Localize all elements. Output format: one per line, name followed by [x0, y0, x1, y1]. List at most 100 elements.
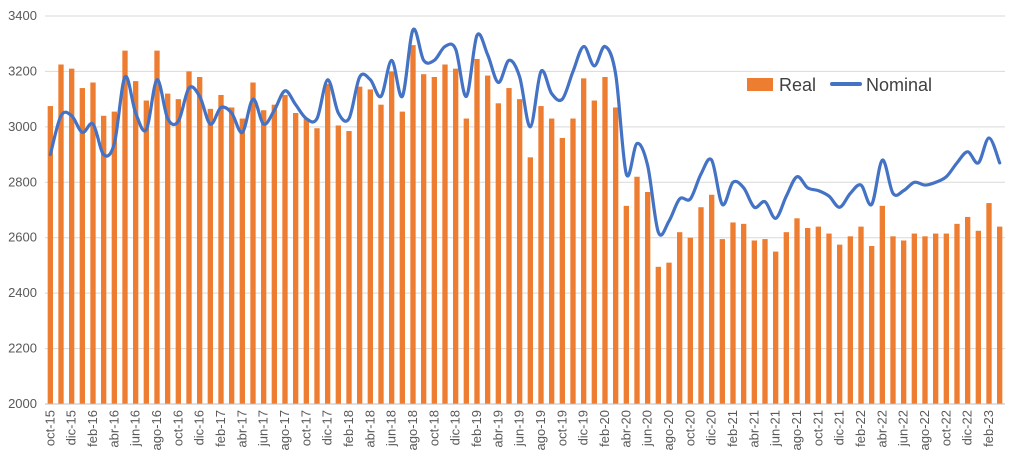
bar-real-dic-22 — [965, 216, 971, 404]
bar-real-abr-17 — [239, 118, 245, 405]
bar-real-dic-18 — [453, 68, 459, 405]
x-tick-label: abr-16 — [106, 410, 121, 448]
bar-real-may-22 — [890, 236, 896, 404]
x-tick-label: feb-22 — [853, 410, 868, 447]
bar-real-ago-17 — [282, 94, 288, 404]
bar-real-may-17 — [250, 82, 256, 404]
y-tick-label: 2200 — [8, 341, 37, 356]
bar-real-dic-20 — [709, 194, 715, 404]
bar-real-abr-18 — [367, 89, 373, 404]
x-tick-label: jun-20 — [640, 410, 655, 447]
bar-real-mar-17 — [229, 107, 235, 404]
bar-real-feb-23 — [986, 203, 992, 404]
y-tick-label: 2800 — [8, 174, 37, 189]
y-tick-label: 3200 — [8, 63, 37, 78]
bar-real-may-21 — [762, 239, 768, 404]
x-tick-label: ago-18 — [405, 410, 420, 450]
bar-real-dic-15 — [69, 68, 75, 405]
legend-real-label: Real — [779, 75, 816, 95]
bar-real-abr-19 — [495, 103, 501, 405]
x-tick-label: ago-20 — [661, 410, 676, 450]
x-tick-label: oct-17 — [298, 410, 313, 446]
bar-real-oct-17 — [303, 118, 309, 405]
bar-real-dic-16 — [197, 76, 203, 404]
bar-real-oct-21 — [815, 226, 821, 404]
x-tick-label: oct-19 — [554, 410, 569, 446]
bar-real-jun-21 — [773, 251, 779, 404]
bar-real-dic-19 — [581, 78, 587, 404]
bar-real-may-19 — [506, 88, 512, 405]
bar-real-feb-18 — [346, 131, 352, 404]
bar-real-nov-15 — [58, 64, 64, 404]
nominal-line — [48, 27, 1002, 237]
bar-real-jul-19 — [527, 157, 533, 404]
bar-real-abr-21 — [751, 240, 757, 404]
x-tick-label: ago-16 — [149, 410, 164, 450]
bar-real-mar-16 — [101, 115, 107, 405]
bar-real-jun-17 — [261, 110, 267, 404]
bar-real-oct-18 — [431, 76, 437, 404]
bar-real-abr-20 — [623, 205, 629, 404]
x-tick-label: oct-18 — [426, 410, 441, 446]
legend-nominal-label: Nominal — [866, 75, 932, 95]
bar-real-oct-22 — [943, 233, 949, 404]
x-tick-label: abr-22 — [874, 410, 889, 448]
bar-real-jul-21 — [783, 232, 789, 404]
x-tick-label: feb-21 — [725, 410, 740, 447]
bar-real-abr-16 — [111, 111, 117, 404]
bar-real-ene-23 — [975, 230, 981, 404]
bar-real-nov-17 — [314, 128, 320, 404]
bar-real-ago-22 — [922, 236, 928, 404]
bar-real-ene-16 — [79, 88, 85, 405]
bar-real-mar-23 — [997, 226, 1003, 404]
bar-real-sep-22 — [933, 233, 939, 404]
x-tick-label: feb-23 — [981, 410, 996, 447]
x-tick-label: ago-21 — [789, 410, 804, 450]
x-tick-label: dic-16 — [192, 410, 207, 445]
x-tick-label: dic-19 — [576, 410, 591, 445]
bar-real-jun-22 — [901, 240, 907, 404]
y-tick-label: 2000 — [8, 396, 37, 411]
bar-real-jun-20 — [645, 191, 651, 404]
x-tick-label: abr-19 — [490, 410, 505, 448]
bar-real-may-20 — [634, 176, 640, 404]
bar-real-feb-16 — [90, 82, 96, 404]
x-tick-label: dic-17 — [320, 410, 335, 445]
bar-real-sep-21 — [805, 228, 811, 404]
bar-real-jul-17 — [271, 104, 277, 404]
bar-real-jul-18 — [399, 111, 405, 404]
bar-real-ene-18 — [335, 125, 341, 404]
bar-real-nov-20 — [698, 207, 704, 404]
bar-real-jun-19 — [517, 99, 523, 405]
bar-real-oct-15 — [47, 106, 53, 405]
bar-real-sep-20 — [677, 232, 683, 404]
bar-real-ene-22 — [847, 236, 853, 404]
bar-real-nov-18 — [442, 64, 448, 404]
x-tick-label: oct-20 — [682, 410, 697, 446]
y-tick-label: 3000 — [8, 119, 37, 134]
y-tick-label: 3400 — [8, 8, 37, 23]
bar-real-sep-19 — [549, 118, 555, 405]
bar-real-mar-22 — [869, 246, 875, 404]
x-tick-label: abr-18 — [362, 410, 377, 448]
real-bars — [47, 45, 1003, 405]
x-tick-label: feb-18 — [341, 410, 356, 447]
x-tick-label: jun-22 — [896, 410, 911, 447]
bar-real-feb-21 — [730, 222, 736, 404]
x-tick-label: feb-17 — [213, 410, 228, 447]
y-tick-label: 2600 — [8, 230, 37, 245]
bar-real-oct-20 — [687, 237, 693, 404]
bar-real-feb-19 — [474, 58, 480, 404]
bar-real-oct-16 — [175, 99, 181, 405]
x-tick-label: ago-22 — [917, 410, 932, 450]
x-tick-label: feb-19 — [469, 410, 484, 447]
x-tick-label: oct-16 — [170, 410, 185, 446]
x-tick-label: dic-21 — [832, 410, 847, 445]
x-tick-label: feb-20 — [597, 410, 612, 447]
bar-real-sep-17 — [293, 113, 299, 404]
bar-real-feb-17 — [218, 94, 224, 404]
x-tick-label: oct-22 — [938, 410, 953, 446]
bar-real-may-16 — [122, 50, 128, 405]
bar-real-sep-18 — [421, 74, 427, 404]
bar-real-ene-19 — [463, 118, 469, 405]
